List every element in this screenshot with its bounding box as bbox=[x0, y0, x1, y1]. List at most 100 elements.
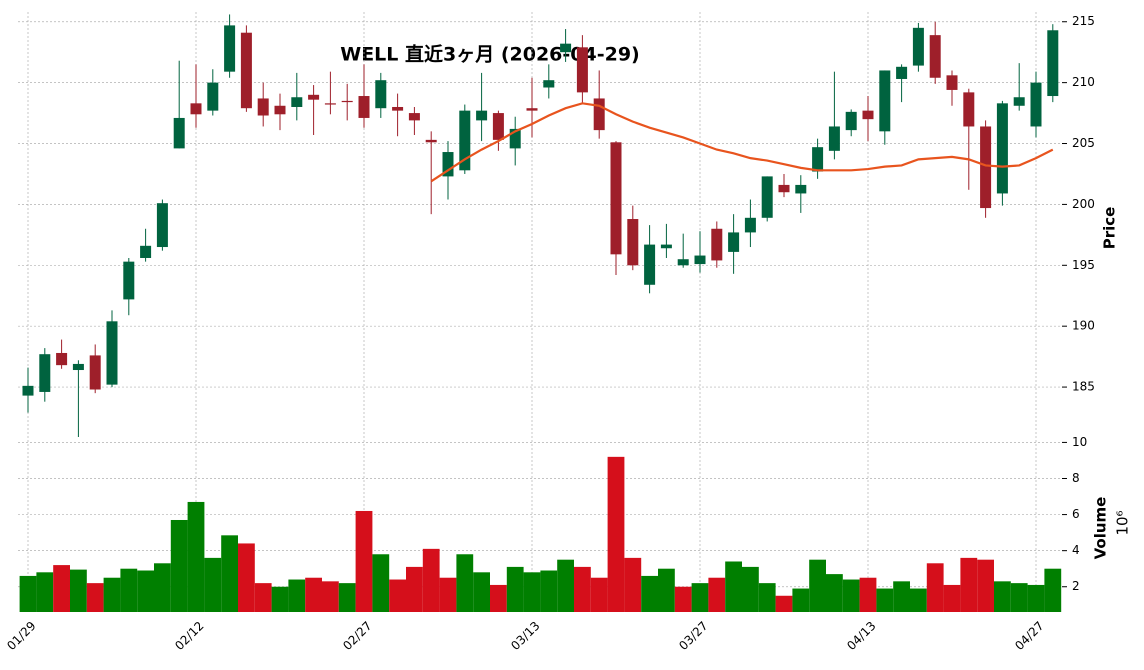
volume-bar bbox=[926, 563, 944, 612]
volume-bar bbox=[775, 595, 793, 612]
volume-bar bbox=[221, 535, 238, 612]
candle-body bbox=[459, 110, 471, 171]
candle-body bbox=[996, 103, 1008, 194]
candle-body bbox=[795, 184, 807, 194]
volume-bar bbox=[53, 565, 70, 612]
volume-bar bbox=[960, 557, 978, 612]
volume-bar bbox=[826, 574, 843, 612]
candle-body bbox=[543, 80, 555, 88]
volume-bar bbox=[758, 583, 776, 612]
candle-body bbox=[392, 106, 404, 111]
volume-bar bbox=[691, 583, 709, 612]
candle-body bbox=[526, 108, 538, 111]
candle-body bbox=[644, 244, 656, 285]
candle-body bbox=[862, 110, 874, 120]
volume-bar bbox=[204, 557, 222, 612]
candle-body bbox=[72, 363, 84, 371]
candle-body bbox=[89, 355, 101, 390]
volume-bar bbox=[994, 581, 1011, 612]
candle-body bbox=[22, 385, 34, 396]
candle-body bbox=[156, 203, 168, 248]
volume-bar bbox=[372, 554, 390, 612]
candle-body bbox=[123, 261, 135, 300]
candle-body bbox=[274, 105, 286, 115]
candle-body bbox=[694, 255, 706, 265]
candle-body bbox=[492, 113, 504, 140]
x-tick-label: 02/27 bbox=[340, 619, 374, 653]
volume-bar bbox=[1027, 584, 1045, 612]
candle-body bbox=[761, 176, 773, 218]
volume-bar bbox=[19, 575, 37, 612]
y-tick-label: 190 bbox=[1072, 319, 1095, 333]
candle-body bbox=[879, 70, 891, 132]
candle-body bbox=[593, 98, 605, 131]
candle-body bbox=[358, 96, 370, 118]
volume-bar bbox=[389, 579, 406, 612]
volume-bar bbox=[624, 557, 642, 612]
candle-body bbox=[963, 92, 975, 127]
volume-bar bbox=[254, 583, 272, 612]
x-tick-label: 02/12 bbox=[172, 619, 206, 653]
volume-bar bbox=[725, 561, 742, 612]
y-tick-label: 10 bbox=[1072, 435, 1087, 449]
candle-body bbox=[728, 232, 740, 252]
volume-bar bbox=[590, 577, 608, 612]
y-tick-label: 185 bbox=[1072, 380, 1095, 394]
volume-bar bbox=[674, 586, 692, 612]
volume-bar bbox=[473, 572, 490, 612]
volume-bar bbox=[238, 543, 255, 612]
y-tick-label: 2 bbox=[1072, 579, 1080, 593]
candle-body bbox=[442, 152, 454, 177]
volume-bar bbox=[137, 570, 154, 612]
volume-bar bbox=[338, 583, 356, 612]
volume-bar bbox=[977, 559, 994, 612]
volume-bar bbox=[322, 581, 339, 612]
candle-body bbox=[375, 80, 387, 109]
y-tick-label: 4 bbox=[1072, 543, 1080, 557]
volume-bar bbox=[742, 566, 759, 612]
volume-bar bbox=[506, 566, 524, 612]
candle-body bbox=[1047, 30, 1059, 97]
volume-bar bbox=[86, 583, 104, 612]
candle-body bbox=[190, 103, 202, 115]
candle-body bbox=[106, 321, 118, 385]
candle-body bbox=[308, 94, 320, 100]
volume-bar bbox=[910, 588, 927, 612]
candle-body bbox=[660, 244, 672, 249]
volume-bar bbox=[120, 568, 138, 612]
x-tick-label: 04/27 bbox=[1012, 619, 1046, 653]
moving-average bbox=[430, 102, 1054, 183]
volume-bar bbox=[641, 575, 658, 612]
candle-body bbox=[509, 128, 521, 149]
volume-bar bbox=[607, 456, 625, 612]
candle-body bbox=[224, 25, 236, 72]
candle-body bbox=[778, 184, 790, 193]
candle-body bbox=[39, 354, 51, 392]
volume-bar bbox=[490, 584, 507, 612]
volume-bar bbox=[288, 579, 306, 612]
candle-body bbox=[240, 32, 252, 109]
volume-bar bbox=[355, 510, 373, 612]
volume-bar bbox=[439, 577, 457, 612]
volume-bar bbox=[557, 559, 574, 612]
candle-body bbox=[812, 147, 824, 172]
candle-body bbox=[946, 75, 958, 90]
volume-bar bbox=[708, 577, 726, 612]
candle-body bbox=[341, 100, 353, 103]
volume-bar bbox=[271, 586, 289, 612]
volume-bar bbox=[893, 581, 910, 612]
volume-bar bbox=[406, 566, 423, 612]
candle-body bbox=[257, 98, 269, 116]
volume-bar bbox=[103, 577, 121, 612]
chart-title: WELL 直近3ヶ月 (2026-04-29) bbox=[340, 43, 640, 66]
volume-bar bbox=[1044, 568, 1062, 612]
y-tick-label: 8 bbox=[1072, 471, 1080, 485]
volume-bar bbox=[187, 501, 205, 612]
volume-label: Volume bbox=[1092, 497, 1110, 560]
candle-body bbox=[677, 259, 689, 266]
candle-body bbox=[711, 228, 723, 261]
volume-bar bbox=[456, 554, 474, 612]
volume-bar bbox=[574, 566, 591, 612]
candle-body bbox=[980, 126, 992, 209]
volume-bar bbox=[305, 577, 322, 612]
